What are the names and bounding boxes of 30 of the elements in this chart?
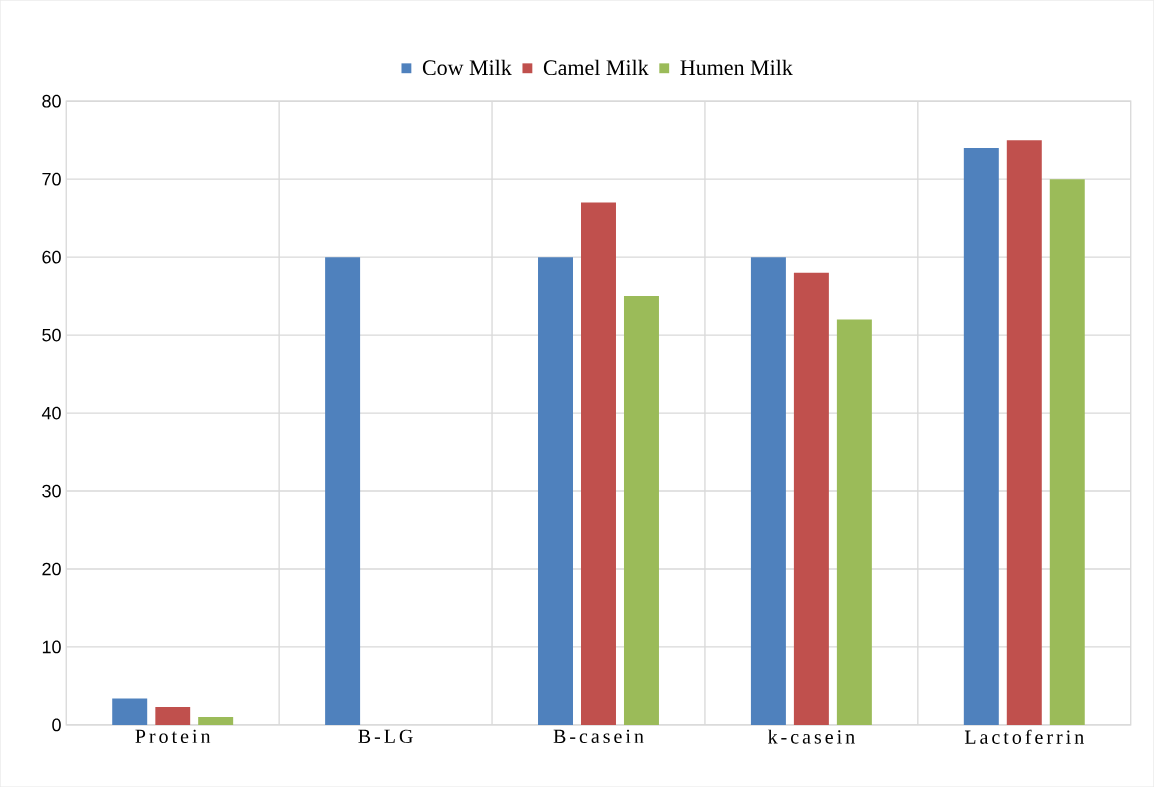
bar	[963, 147, 999, 725]
bar	[155, 706, 191, 725]
bar	[623, 296, 659, 725]
bar	[538, 257, 573, 725]
bar	[1049, 179, 1085, 725]
bar	[836, 319, 872, 725]
bar	[581, 202, 616, 725]
y-tick-label: 70	[42, 172, 61, 186]
legend-label: Camel Milk	[543, 59, 649, 76]
bar	[198, 717, 234, 725]
x-tick-label: B-casein	[553, 729, 644, 743]
bar	[750, 257, 786, 725]
x-tick-label: k-casein	[767, 729, 855, 744]
y-tick-label: 0	[52, 718, 61, 732]
x-tick-label: B-LG	[358, 729, 413, 743]
y-tick-label: 60	[42, 250, 61, 264]
x-tick-label: Protein	[135, 729, 211, 743]
bar	[1006, 140, 1042, 725]
x-tick-label: Lactoferrin	[964, 729, 1084, 744]
bar	[793, 272, 829, 725]
y-tick-label: 30	[42, 484, 61, 498]
bar	[325, 257, 361, 725]
y-tick-label: 80	[42, 94, 61, 108]
y-tick-label: 20	[42, 562, 61, 576]
bar	[112, 698, 148, 725]
y-tick-label: 50	[42, 328, 61, 342]
y-tick-label: 10	[42, 640, 61, 654]
y-tick-label: 40	[41, 406, 61, 420]
legend-label: Cow Milk	[422, 59, 512, 76]
legend-label: Humen Milk	[680, 59, 793, 76]
